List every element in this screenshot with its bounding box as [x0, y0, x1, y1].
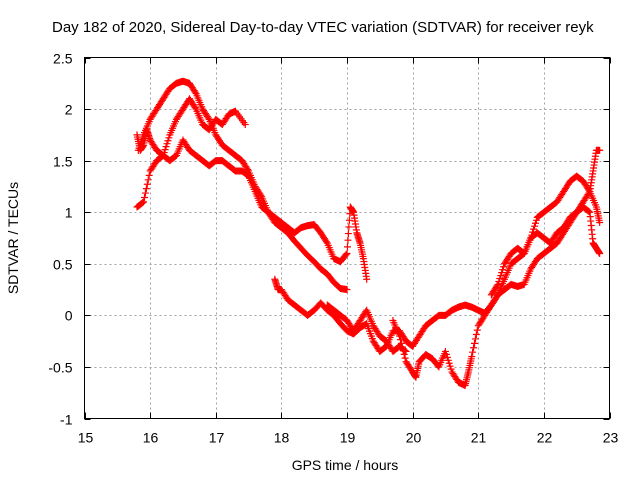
- x-tick-label: 22: [537, 430, 553, 446]
- data-point: [363, 275, 371, 283]
- data-point: [531, 219, 539, 227]
- data-point: [401, 347, 409, 355]
- data-point: [498, 269, 506, 277]
- data-point: [143, 180, 151, 188]
- data-point: [532, 216, 540, 224]
- data-point: [139, 199, 147, 207]
- data-point: [446, 362, 454, 370]
- data-point: [585, 186, 593, 194]
- y-tick-label: 2.5: [53, 51, 73, 67]
- data-point: [144, 176, 152, 184]
- chart-title: Day 182 of 2020, Sidereal Day-to-day VTE…: [52, 19, 594, 36]
- data-point: [145, 171, 153, 179]
- y-tick-label: -1: [60, 412, 73, 428]
- data-point: [531, 222, 538, 230]
- data-point: [163, 140, 171, 148]
- y-tick-label: 2: [65, 102, 73, 118]
- data-point: [142, 185, 150, 193]
- data-point: [447, 365, 455, 373]
- x-tick-labels: 15 16 17 18 19 20 21 22 23: [78, 430, 619, 446]
- y-tick-labels: -1 -0.5 0 0.5 1 1.5 2 2.5: [48, 51, 72, 428]
- data-point: [596, 146, 604, 154]
- data-point: [530, 225, 538, 233]
- data-point: [140, 198, 148, 206]
- data-point: [244, 165, 252, 173]
- data-point: [345, 216, 353, 224]
- data-point: [344, 236, 352, 244]
- x-tick-label: 18: [274, 430, 290, 446]
- data-point: [585, 207, 593, 215]
- data-point: [204, 114, 212, 122]
- x-tick-label: 17: [209, 430, 225, 446]
- x-axis-label: GPS time / hours: [292, 457, 399, 473]
- data-point: [402, 347, 410, 355]
- data-point: [141, 189, 149, 197]
- y-tick-label: 0: [65, 308, 73, 324]
- data-point: [343, 286, 351, 294]
- y-tick-label: 1: [65, 205, 73, 221]
- data-point: [164, 137, 172, 145]
- data-point: [241, 121, 249, 129]
- data-point: [444, 356, 452, 364]
- series-track-f: [487, 203, 604, 299]
- data-point: [191, 104, 199, 112]
- data-point: [494, 280, 502, 288]
- data-point: [141, 193, 148, 201]
- y-tick-label: 1.5: [53, 154, 73, 170]
- data-point: [500, 263, 508, 271]
- data-point: [441, 347, 449, 355]
- data-point: [443, 353, 451, 361]
- series-track-d: [271, 188, 604, 355]
- x-tick-label: 16: [143, 430, 159, 446]
- data-point: [165, 134, 173, 142]
- data-point: [342, 251, 350, 259]
- series-track-g: [323, 301, 410, 355]
- data-point: [499, 266, 507, 274]
- data-point: [493, 282, 501, 290]
- data-point: [596, 219, 604, 227]
- series-track-e: [389, 146, 604, 389]
- data-point: [471, 335, 479, 343]
- data-point: [396, 332, 403, 340]
- data-point: [401, 354, 409, 362]
- data-point: [191, 88, 199, 96]
- data-point: [343, 249, 351, 257]
- data-point: [161, 146, 169, 154]
- x-tick-label: 21: [471, 430, 487, 446]
- data-point: [596, 249, 604, 257]
- data-point: [162, 143, 170, 151]
- x-tick-label: 19: [340, 430, 356, 446]
- data-point: [396, 336, 404, 344]
- data-point: [469, 348, 477, 356]
- data-point: [345, 223, 353, 231]
- x-tick-label: 15: [78, 430, 94, 446]
- axis-ticks: [84, 57, 611, 420]
- y-axis-label: SDTVAR / TECUs: [5, 182, 21, 294]
- y-tick-label: -0.5: [48, 360, 72, 376]
- data-point: [344, 230, 352, 238]
- data-point: [472, 331, 480, 339]
- x-tick-label: 23: [603, 430, 619, 446]
- data-point: [322, 238, 330, 246]
- data-point: [442, 350, 450, 358]
- data-point: [495, 277, 503, 285]
- data-point: [471, 339, 478, 347]
- data-point: [445, 359, 453, 367]
- data-point: [470, 344, 478, 352]
- series-track-c: [133, 136, 371, 283]
- data-points: [133, 77, 604, 389]
- series-track-b: [134, 77, 351, 294]
- data-point: [468, 353, 476, 361]
- data-point: [343, 243, 351, 251]
- data-point: [493, 292, 501, 300]
- y-tick-label: 0.5: [53, 257, 73, 273]
- x-tick-label: 20: [406, 430, 422, 446]
- data-point: [473, 326, 481, 334]
- plot-frame: [84, 57, 610, 419]
- data-point: [497, 272, 505, 280]
- data-point: [496, 275, 504, 283]
